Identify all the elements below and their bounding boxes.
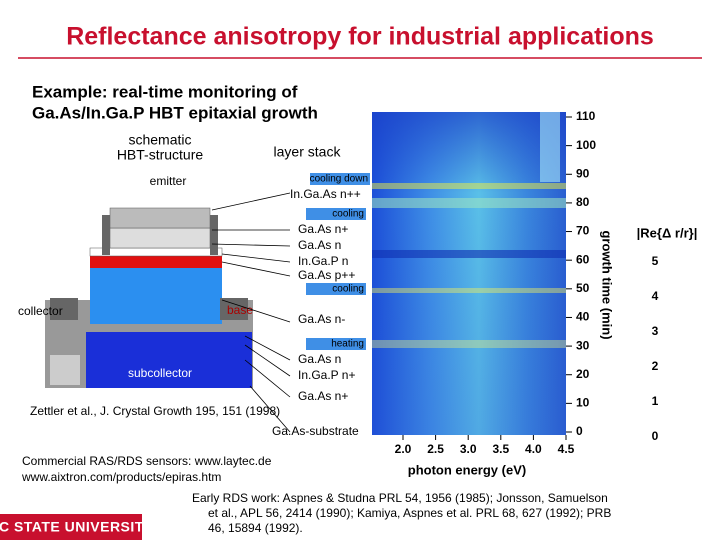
- label-bg: [306, 208, 366, 220]
- subcollector-label: subcollector: [128, 366, 192, 380]
- layer-label: cooling: [332, 209, 364, 220]
- leader-lines: [211, 192, 291, 433]
- label-bg: [310, 173, 370, 185]
- x-tick-label: 4.0: [525, 442, 542, 456]
- colorbar-tick-label: 4: [652, 289, 659, 303]
- early-work: Early RDS work: Aspnes & Studna PRL 54, …: [192, 491, 608, 505]
- base-label: base: [227, 303, 253, 317]
- colorbar-tick-label: 1: [652, 394, 659, 408]
- layer-stack-heading: layer stack: [274, 144, 342, 160]
- colorbar-tick-label: 3: [652, 324, 659, 338]
- sensors: Commercial RAS/RDS sensors: www.laytec.d…: [22, 454, 272, 468]
- layer-label: Ga.As-substrate: [272, 424, 359, 438]
- y-tick-label: 70: [576, 224, 590, 238]
- label-bg: [306, 338, 366, 350]
- x-tick-label: 2.5: [427, 442, 444, 456]
- early-work: 46, 15894 (1992).: [208, 521, 303, 535]
- early-work: et al., APL 56, 2414 (1990); Kamiya, Asp…: [208, 506, 611, 520]
- hbt-structure: [45, 207, 253, 388]
- layer-label: In.Ga.As n++: [290, 187, 361, 201]
- title: Reflectance anisotropy for industrial ap…: [66, 23, 654, 51]
- y-axis-label: growth time (min): [600, 230, 615, 339]
- schematic-heading: schematic: [128, 132, 191, 148]
- y-tick-label: 20: [576, 367, 590, 381]
- x-tick-label: 2.0: [395, 442, 412, 456]
- layer-label: Ga.As n+: [298, 222, 348, 236]
- y-tick-label: 100: [576, 138, 596, 152]
- x-tick-label: 3.5: [492, 442, 509, 456]
- colorbar-tick-label: 2: [652, 359, 659, 373]
- citation: Zettler et al., J. Crystal Growth 195, 1…: [30, 404, 280, 418]
- y-tick-label: 110: [576, 109, 596, 123]
- label-bg: [306, 283, 366, 295]
- colorbar-label: |Re{Δ r/r}|: [637, 225, 698, 240]
- layer-label: Ga.As n: [298, 238, 341, 252]
- x-axis-label: photon energy (eV): [408, 462, 526, 477]
- collector-label: collector: [18, 304, 63, 318]
- y-tick-label: 60: [576, 252, 590, 266]
- layer-label: cooling: [332, 284, 364, 295]
- colorbar-tick-label: 0: [652, 429, 659, 443]
- y-tick-label: 30: [576, 338, 590, 352]
- schematic-heading: HBT-structure: [117, 147, 204, 163]
- example: Example: real-time monitoring of: [32, 82, 298, 101]
- sensors: www.aixtron.com/products/epiras.htm: [21, 470, 221, 484]
- layer-label: heating: [331, 339, 364, 350]
- layer-label: Ga.As n+: [298, 389, 348, 403]
- x-tick-label: 4.5: [558, 442, 575, 456]
- heatmap: [372, 112, 566, 435]
- y-tick-label: 50: [576, 281, 590, 295]
- emitter-label: emitter: [150, 174, 187, 188]
- y-tick-label: 80: [576, 195, 590, 209]
- layer-label: Ga.As n-: [298, 312, 345, 326]
- layer-label: Ga.As n: [298, 352, 341, 366]
- layer-label: In.Ga.P n: [298, 254, 348, 268]
- logo: NC STATE UNIVERSITY: [0, 519, 154, 535]
- y-tick-label: 90: [576, 166, 590, 180]
- y-tick-label: 40: [576, 310, 590, 324]
- layer-label: In.Ga.P n+: [298, 368, 356, 382]
- example: Ga.As/In.Ga.P HBT epitaxial growth: [32, 103, 318, 122]
- layer-label: Ga.As p++: [298, 268, 355, 282]
- colorbar-tick-label: 5: [652, 254, 659, 268]
- y-tick-label: 10: [576, 396, 590, 410]
- logo-bg: [0, 514, 142, 540]
- layer-label: cooling down: [310, 174, 368, 185]
- x-tick-label: 3.0: [460, 442, 477, 456]
- y-tick-label: 0: [576, 424, 583, 438]
